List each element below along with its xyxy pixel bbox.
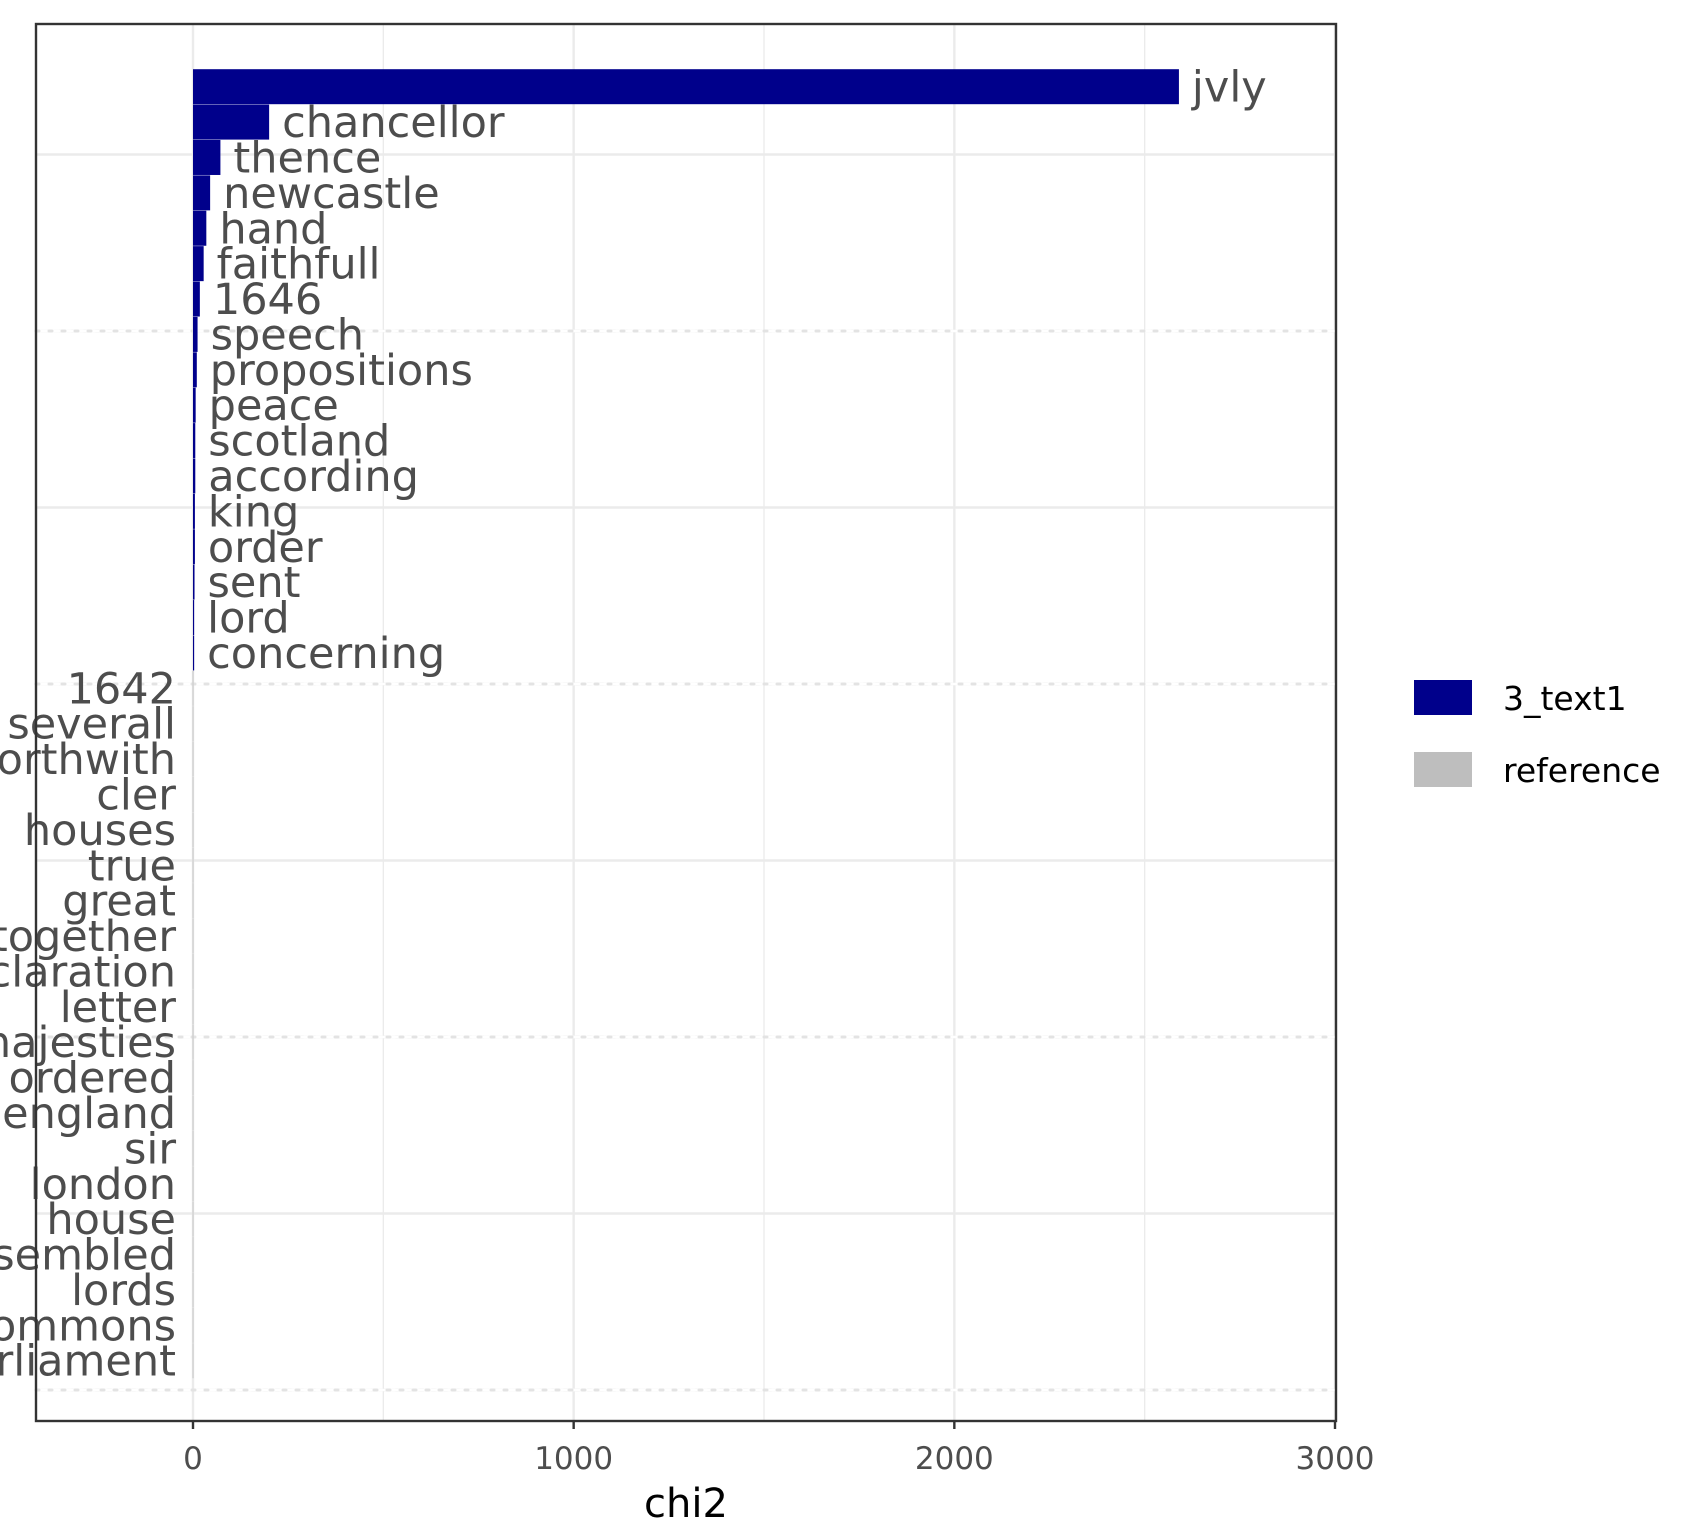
bar — [192, 918, 194, 954]
word-label: forthwith — [0, 735, 176, 785]
bar — [193, 458, 196, 494]
panel-border — [34, 22, 1338, 1423]
bar — [192, 1237, 194, 1273]
bar — [193, 104, 270, 140]
legend-key — [1414, 752, 1472, 787]
word-label: lords — [71, 1266, 176, 1316]
word-label: true — [88, 841, 176, 891]
bar — [193, 281, 200, 317]
bar — [192, 1130, 194, 1166]
bar — [192, 670, 194, 706]
word-label: thence — [233, 133, 381, 183]
bar — [192, 847, 194, 883]
bar — [193, 246, 204, 282]
x-tick-label: 0 — [183, 1441, 203, 1477]
word-label: jvly — [1191, 63, 1267, 113]
word-label: commons — [0, 1301, 176, 1351]
word-label: peace — [209, 381, 339, 431]
bar — [192, 989, 194, 1025]
x-axis-title: chi2 — [644, 1481, 728, 1527]
word-label: chancellor — [282, 98, 505, 148]
word-label: cler — [96, 770, 176, 820]
word-label: propositions — [210, 346, 473, 396]
bar — [192, 812, 194, 848]
plot-panel: jvly chancellorthencenewcastlehandfaithfu… — [0, 22, 1338, 1423]
bar — [192, 741, 194, 777]
word-label: sent — [208, 558, 301, 608]
word-label: england — [2, 1089, 176, 1139]
word-label: speech — [211, 310, 365, 360]
word-label: london — [30, 1160, 176, 1210]
word-label: concerning — [207, 629, 445, 679]
bar — [193, 352, 197, 388]
word-label: scotland — [208, 417, 390, 467]
bar — [192, 1343, 194, 1379]
word-label: declaration — [0, 947, 176, 997]
x-axis: 0 1000 2000 3000 chi2 — [183, 1421, 1374, 1527]
word-label: 1646 — [213, 275, 322, 325]
bar — [193, 600, 195, 636]
word-label: order — [208, 523, 323, 573]
word-label: faithfull — [217, 240, 381, 290]
legend-key — [1414, 680, 1472, 715]
word-label: hand — [219, 204, 327, 254]
legend-label: 3_text1 — [1503, 679, 1627, 718]
word-label: newcastle — [223, 169, 440, 219]
bar — [192, 1272, 194, 1308]
bar — [193, 529, 195, 565]
word-label: together — [0, 912, 176, 962]
bar — [192, 953, 194, 989]
word-label: letter — [60, 983, 177, 1033]
bar — [192, 1201, 194, 1237]
word-label: 1642 — [67, 664, 176, 714]
bar — [193, 175, 211, 211]
bar — [192, 776, 194, 812]
bar — [193, 564, 195, 600]
bar — [193, 387, 196, 423]
word-label: parliament — [0, 1337, 176, 1387]
word-label: according — [208, 452, 419, 502]
word-label: majesties — [0, 1018, 176, 1068]
word-label: house — [46, 1195, 176, 1245]
bar — [193, 139, 221, 175]
word-label: lord — [207, 594, 289, 644]
bar — [192, 1095, 194, 1131]
bar — [192, 706, 194, 742]
panel-background — [36, 24, 1336, 1421]
bar — [192, 883, 194, 919]
bar — [192, 1166, 194, 1202]
bar — [193, 493, 195, 529]
bar — [193, 69, 1179, 105]
legend-label: reference — [1503, 751, 1661, 790]
bar — [193, 635, 195, 671]
bar — [193, 210, 207, 246]
x-tick-label: 2000 — [915, 1441, 994, 1477]
bar — [192, 1307, 194, 1343]
word-label: assembled — [0, 1231, 176, 1281]
x-tick-label: 1000 — [534, 1441, 613, 1477]
x-tick-label: 3000 — [1296, 1441, 1375, 1477]
bar — [193, 316, 198, 352]
word-label: great — [62, 877, 176, 927]
legend: 3_text1 reference — [1414, 679, 1661, 790]
bar — [192, 1060, 194, 1096]
bar — [193, 423, 196, 459]
word-label: houses — [24, 806, 176, 856]
bar — [192, 1024, 194, 1060]
word-label: sir — [124, 1124, 176, 1174]
word-label: king — [208, 487, 299, 537]
